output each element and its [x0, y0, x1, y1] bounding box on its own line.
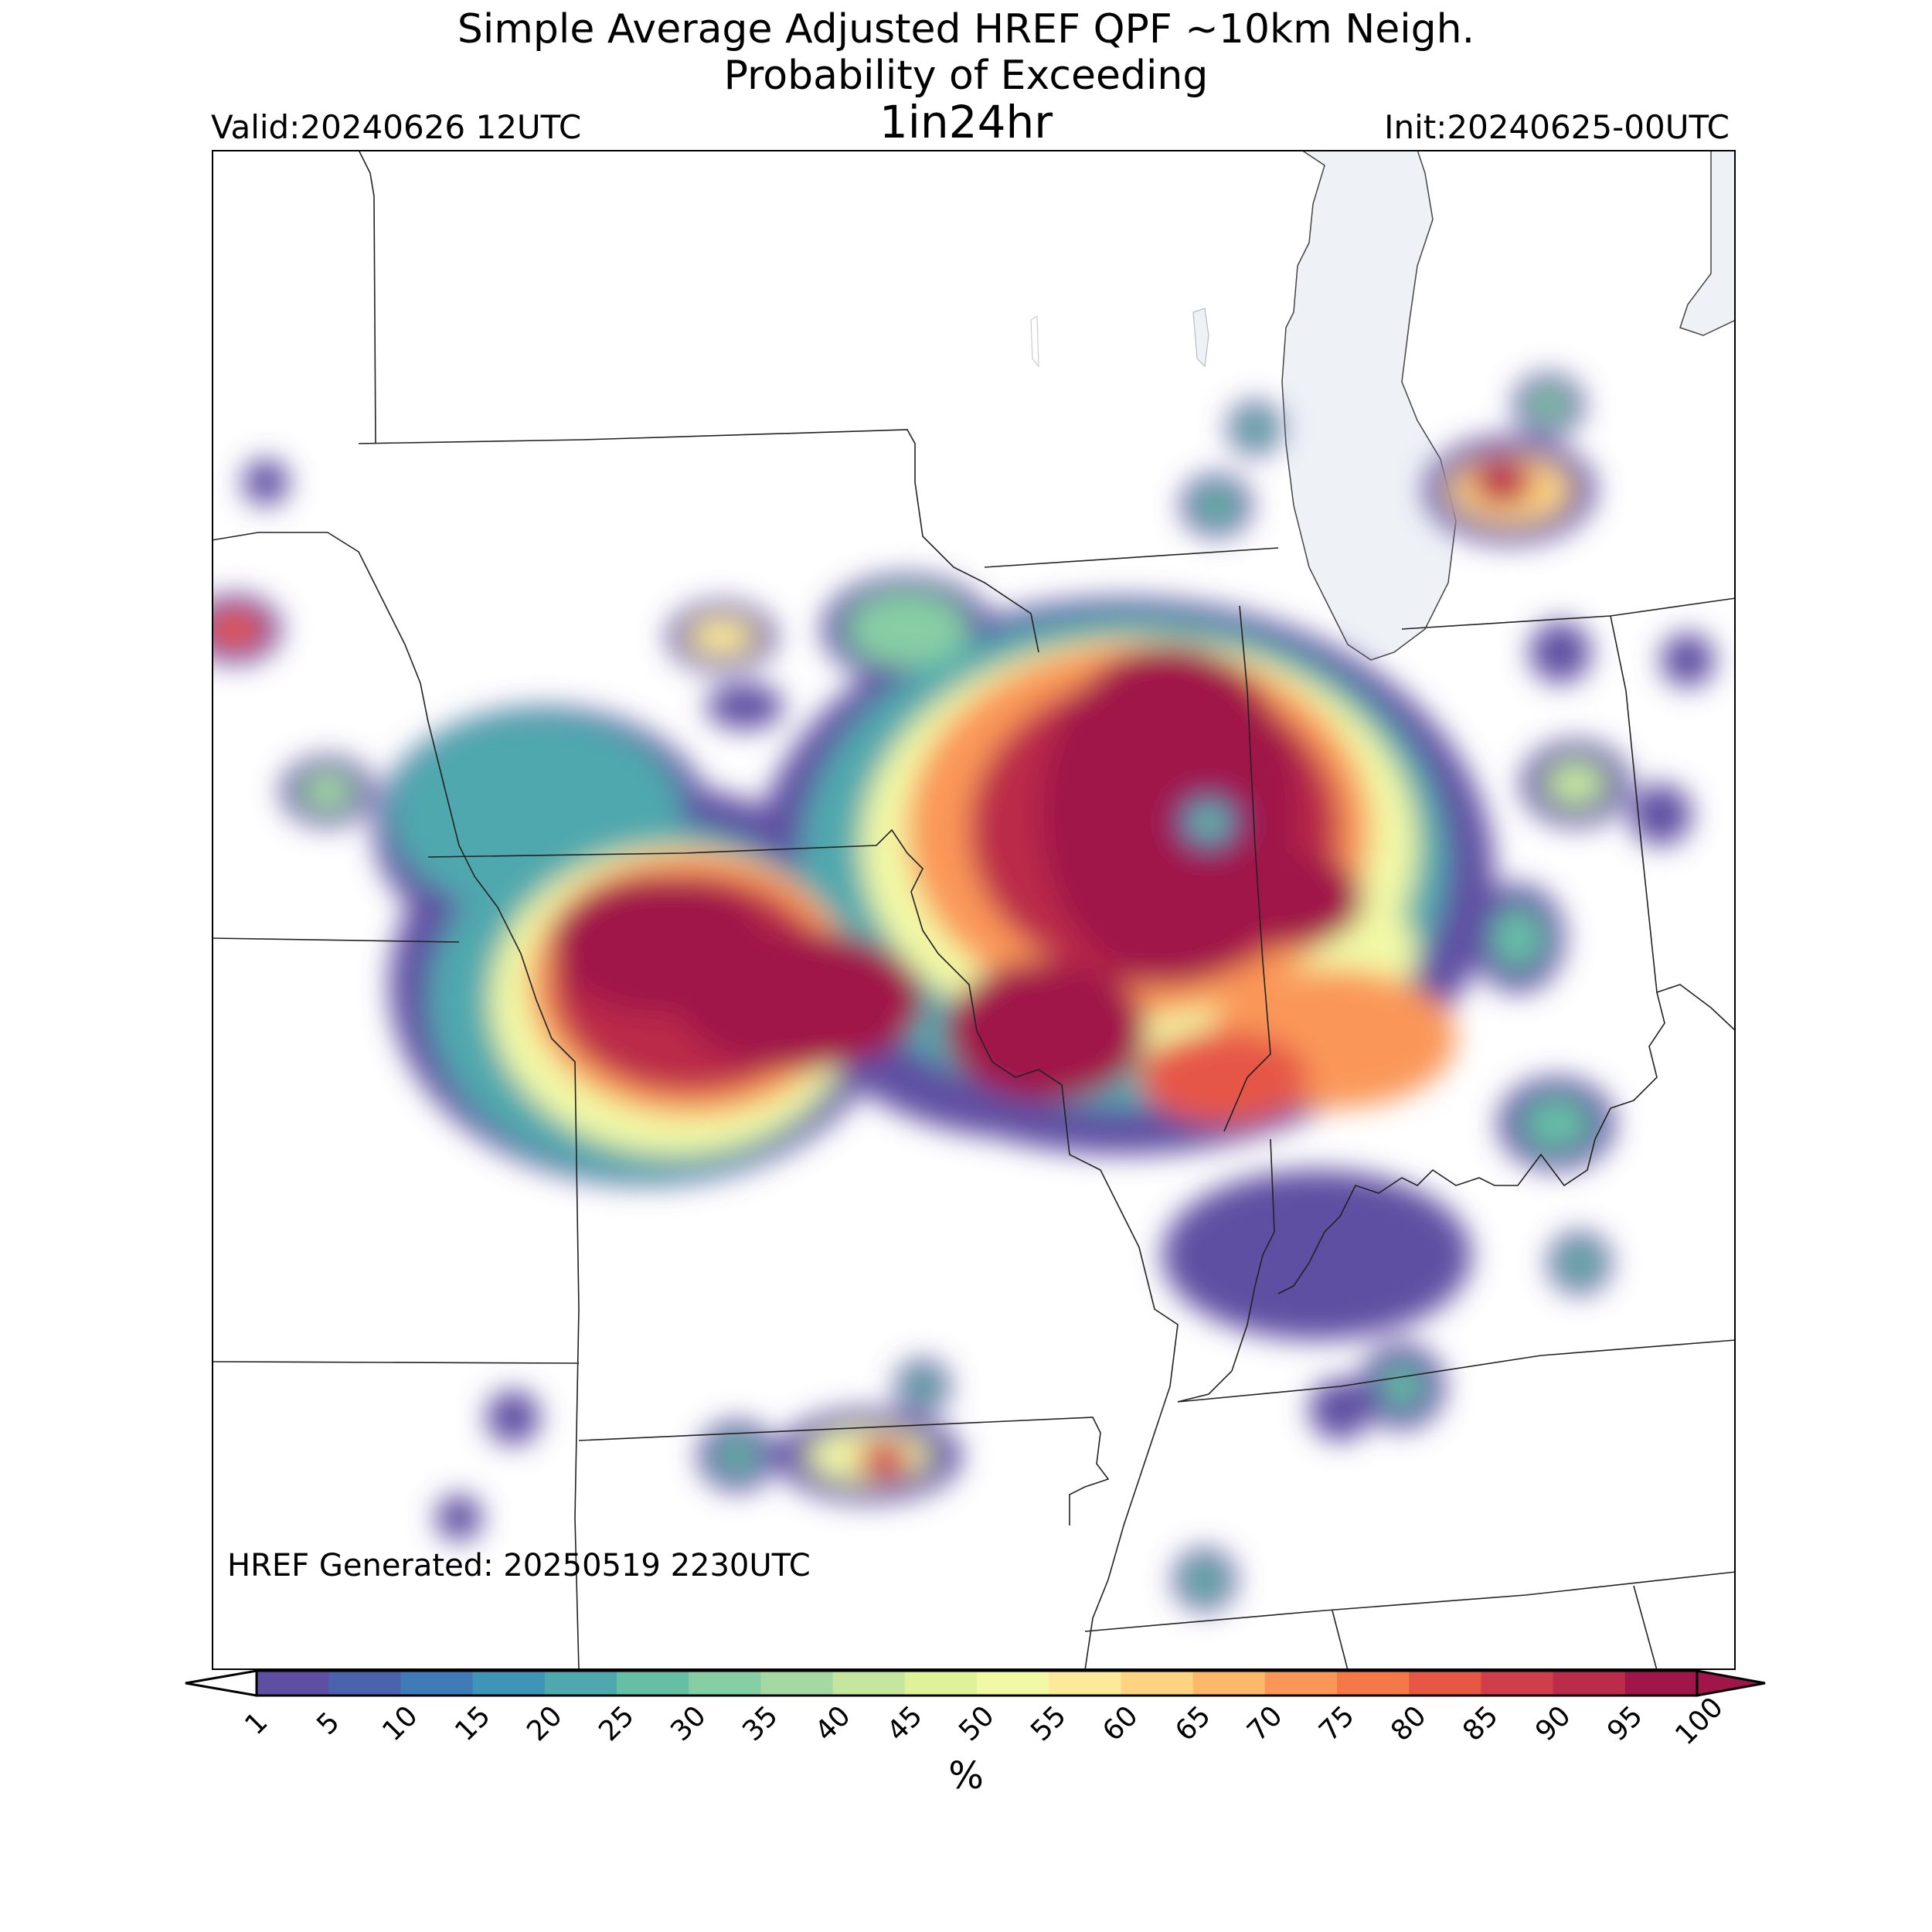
colorbar-tick-label: 45	[881, 1699, 929, 1748]
colorbar-tick-label: 65	[1168, 1699, 1217, 1748]
probability-cell	[675, 930, 923, 1070]
colorbar-tick-label: 100	[1669, 1691, 1730, 1752]
probability-cell	[1197, 488, 1236, 522]
probability-cell	[946, 961, 1147, 1100]
probability-cell	[212, 610, 266, 648]
colorbar-segment	[1337, 1671, 1410, 1696]
chart-title-threshold: 1in24hr	[879, 96, 1053, 148]
colorbar-segment	[544, 1671, 617, 1696]
probability-cell	[706, 683, 784, 730]
colorbar-segment	[1553, 1671, 1626, 1696]
probability-cell	[1522, 1097, 1591, 1151]
colorbar-tick-label: 10	[376, 1699, 425, 1748]
valid-time-label: Valid:20240626 12UTC	[211, 108, 582, 146]
colorbar-frame	[255, 1669, 1699, 1697]
probability-cell	[1380, 1365, 1423, 1408]
colorbar-tick-label: 30	[665, 1699, 713, 1748]
colorbar-segment	[832, 1671, 906, 1696]
probability-cell	[1661, 633, 1715, 687]
probability-cell	[301, 772, 355, 811]
colorbar-segment	[1121, 1671, 1194, 1696]
probability-cell	[1139, 1031, 1309, 1124]
probability-cell	[1189, 805, 1228, 839]
small-lake	[1030, 315, 1039, 368]
chart-title-line2: Probability of Exceeding	[723, 53, 1209, 99]
probability-cell	[1545, 760, 1607, 807]
colorbar-tick-label: 85	[1457, 1699, 1505, 1748]
href-generated-note: HREF Generated: 20250519 2230UTC	[227, 1548, 811, 1583]
probability-cell	[1491, 907, 1545, 969]
colorbar-tick-label: 95	[1601, 1699, 1649, 1748]
init-time-label: Init:20240625-00UTC	[1384, 108, 1730, 146]
state-borders	[212, 150, 1736, 1670]
probability-cell	[1471, 459, 1533, 505]
probability-cell	[857, 1440, 911, 1479]
colorbar-tick-label: 55	[1025, 1699, 1073, 1748]
colorbar-segment	[1481, 1671, 1554, 1696]
probability-cell	[687, 617, 757, 656]
colorbar-segment	[977, 1671, 1049, 1696]
colorbar-tick-label: 5	[311, 1706, 346, 1742]
probability-cell	[436, 1495, 482, 1541]
colorbar-tick-label: 1	[239, 1706, 274, 1742]
chart-title-line1: Simple Average Adjusted HREF QPF ~10km N…	[457, 6, 1475, 53]
colorbar-tick-label: 80	[1385, 1699, 1433, 1748]
probability-cell	[1563, 1246, 1597, 1280]
colorbar-segment	[1624, 1671, 1698, 1696]
colorbar-segment	[617, 1671, 689, 1696]
probability-cell	[1630, 784, 1692, 845]
colorbar-segment	[1409, 1671, 1481, 1696]
colorbar-segment	[1049, 1671, 1121, 1696]
lake-huron-edge	[1679, 150, 1736, 336]
colorbar-tick-label: 40	[808, 1699, 857, 1748]
probability-field	[212, 374, 1715, 1611]
colorbar-segment	[904, 1671, 978, 1696]
colorbar-tick-label: 15	[448, 1699, 497, 1748]
colorbar-segment	[400, 1671, 474, 1696]
colorbar-tick-label: 20	[521, 1699, 569, 1748]
probability-cell	[1529, 388, 1568, 422]
probability-cell	[717, 1439, 757, 1473]
colorbar-tick-label: 60	[1097, 1699, 1145, 1748]
probability-cell	[1529, 621, 1591, 683]
colorbar-segment	[1192, 1671, 1266, 1696]
colorbar-segment	[1264, 1671, 1338, 1696]
colorbar-segment	[689, 1671, 761, 1696]
probability-cell	[1188, 1563, 1222, 1597]
colorbar-tick-label: 35	[736, 1699, 785, 1748]
colorbar-extend-min	[185, 1669, 258, 1697]
colorbar-segment	[472, 1671, 546, 1696]
colorbar-segment	[760, 1671, 834, 1696]
colorbar-tick-label: 50	[953, 1699, 1001, 1748]
probability-cell	[845, 590, 969, 668]
colorbar-tick-label: 70	[1241, 1699, 1289, 1748]
colorbar-segment	[257, 1671, 329, 1696]
lake-michigan	[1281, 150, 1457, 661]
probability-cell	[486, 1390, 540, 1444]
colorbar-unit-label: %	[948, 1754, 984, 1798]
colorbar-tick-label: 75	[1313, 1699, 1361, 1748]
probability-cell	[1162, 1170, 1471, 1340]
colorbar-tick-label: 90	[1529, 1699, 1577, 1748]
colorbar-segment	[328, 1671, 401, 1696]
probability-cell	[1309, 1379, 1371, 1440]
map-panel: HREF Generated: 20250519 2230UTC	[212, 150, 1736, 1670]
probability-cell	[243, 459, 289, 505]
small-lake	[1192, 308, 1209, 368]
colorbar-tick-label: 25	[593, 1699, 641, 1748]
colorbar	[185, 1669, 1766, 1697]
probability-cell	[1224, 853, 1363, 946]
probability-cell	[909, 1372, 937, 1400]
probability-cell	[1240, 413, 1270, 444]
